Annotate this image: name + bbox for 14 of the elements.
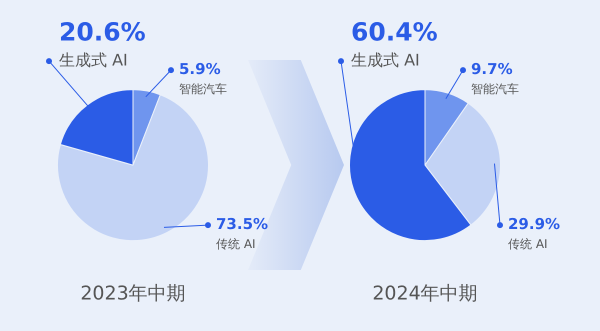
slice-label: 生成式 AI xyxy=(351,50,420,70)
slice-label: 生成式 AI xyxy=(59,50,128,70)
slice-label: 传统 AI xyxy=(216,237,256,252)
slice-label: 传统 AI xyxy=(508,237,548,252)
data-label: 60.4% xyxy=(351,18,438,47)
text: 2023年中期 xyxy=(80,282,186,305)
data-label: 29.9% xyxy=(508,214,560,233)
data-label: 73.5% xyxy=(216,214,268,233)
slice-label: 智能汽车 xyxy=(179,82,227,96)
data-label: 5.9% xyxy=(179,60,221,78)
text: 2024年中期 xyxy=(372,282,478,305)
slice-label: 智能汽车 xyxy=(471,82,519,96)
data-label: 20.6% xyxy=(59,18,146,47)
data-label: 9.7% xyxy=(471,60,513,78)
